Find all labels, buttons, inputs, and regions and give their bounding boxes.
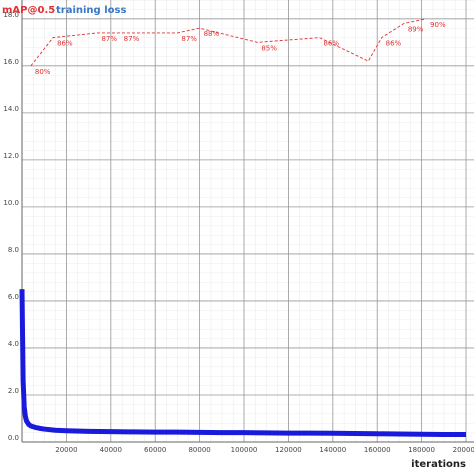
map-label: 86% xyxy=(57,40,73,48)
map-label: 85% xyxy=(261,44,277,52)
x-tick-label: 140000 xyxy=(319,446,346,454)
x-tick-label: 200000 xyxy=(453,446,474,454)
x-tick-label: 120000 xyxy=(275,446,302,454)
y-tick-label: 4.0 xyxy=(8,340,19,348)
minor-grid xyxy=(22,0,474,442)
x-tick-label: 160000 xyxy=(364,446,391,454)
x-tick-label: 60000 xyxy=(144,446,166,454)
map-label: 80% xyxy=(35,68,51,76)
y-tick-label: 14.0 xyxy=(3,105,19,113)
x-tick-label: 100000 xyxy=(231,446,258,454)
map-label: 88% xyxy=(204,30,220,38)
x-axis-label: iterations xyxy=(411,459,466,470)
x-tick-label: 20000 xyxy=(55,446,77,454)
map-label: 89% xyxy=(408,26,424,34)
y-tick-label: 12.0 xyxy=(3,152,19,160)
y-tick-label: 2.0 xyxy=(8,387,19,395)
x-tick-label: 40000 xyxy=(100,446,122,454)
y-tick-label: 10.0 xyxy=(3,199,19,207)
map-label: 86% xyxy=(386,40,402,48)
x-tick-label: 180000 xyxy=(408,446,435,454)
y-tick-label: 0.0 xyxy=(8,434,19,442)
map-label: 87% xyxy=(124,35,140,43)
map-label: 87% xyxy=(101,35,117,43)
map-title: mAP@0.5 xyxy=(2,5,55,16)
map-label: 90% xyxy=(430,21,446,29)
y-tick-label: 18.0 xyxy=(3,11,19,19)
loss-title: training loss xyxy=(56,5,126,16)
map-line xyxy=(30,18,427,67)
y-tick-label: 16.0 xyxy=(3,58,19,66)
loss-line xyxy=(19,289,466,437)
y-tick-label: 8.0 xyxy=(8,246,19,254)
map-label: 87% xyxy=(181,35,197,43)
x-tick-label: 80000 xyxy=(188,446,210,454)
map-label: 86% xyxy=(323,40,339,48)
y-tick-label: 6.0 xyxy=(8,293,19,301)
